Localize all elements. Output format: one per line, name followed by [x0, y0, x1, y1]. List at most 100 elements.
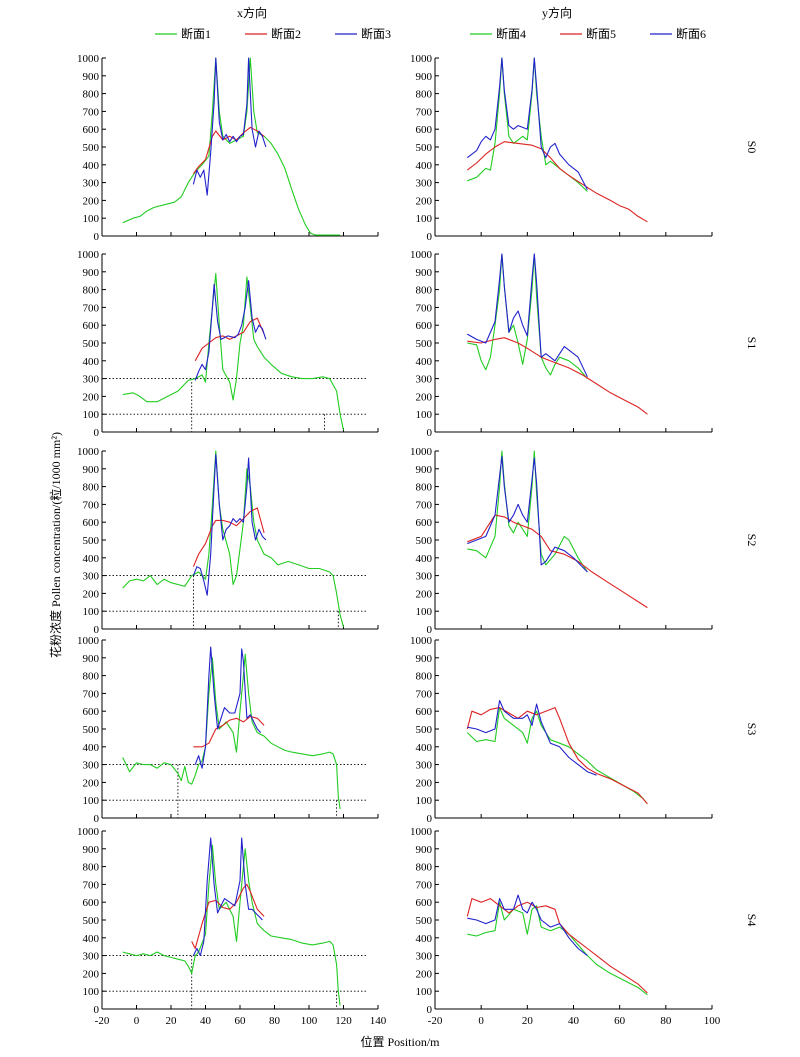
y-tick-label: 1000	[77, 446, 100, 458]
y-tick-label: 800	[416, 671, 433, 683]
y-tick-label: 400	[83, 553, 100, 565]
y-tick-label: 1000	[410, 446, 433, 458]
y-tick-label: 900	[416, 653, 433, 665]
panel-S2-y: 0 100 200 300 400 500 600 700 800 900 1000 S2	[410, 446, 759, 636]
series-line-断面5	[466, 141, 648, 223]
y-tick-label: 500	[416, 724, 433, 736]
legend-x: 断面1 断面2 断面3	[155, 26, 391, 41]
y-tick-label: 400	[416, 933, 433, 945]
y-tick-label: 200	[83, 968, 100, 980]
y-tick-label: 300	[83, 178, 100, 190]
y-tick-label: 100	[416, 606, 433, 618]
y-tick-label: 0	[427, 813, 433, 825]
y-tick-label: 800	[83, 89, 100, 101]
y-tick-label: 1000	[77, 249, 100, 261]
y-tick-label: 400	[83, 356, 100, 368]
y-tick-label: 0	[94, 1004, 100, 1016]
y-tick-label: 600	[83, 706, 100, 718]
series-line-断面4	[467, 253, 588, 379]
y-tick-label: 800	[416, 89, 433, 101]
y-tick-label: 900	[83, 71, 100, 83]
x-tick-label: 100	[301, 1015, 318, 1027]
y-tick-label: 700	[416, 879, 433, 891]
legend-label: 断面2	[271, 26, 301, 41]
series-line-断面3	[194, 646, 262, 769]
y-tick-label: 1000	[410, 635, 433, 647]
panel-S1-x: 0 100 200 300 400 500 600 700 800 900 1000	[77, 249, 379, 439]
y-tick-label: 100	[416, 795, 433, 807]
y-axis-label: 花粉浓度 Pollen concentration/(粒/1000 mm²)	[48, 432, 63, 658]
x-tick-label: 20	[166, 1015, 178, 1027]
y-tick-label: 100	[416, 213, 433, 225]
y-tick-label: 300	[83, 374, 100, 386]
x-tick-label: -20	[428, 1015, 443, 1027]
series-line-断面3	[194, 280, 267, 381]
y-tick-label: 0	[427, 231, 433, 243]
y-tick-label: 700	[416, 499, 433, 511]
series-line-断面3	[192, 57, 267, 196]
series-line-断面6	[466, 57, 588, 190]
y-tick-label: 700	[83, 879, 100, 891]
panels: 0100200300400500600700800900100001002003…	[77, 53, 759, 1027]
y-tick-label: 400	[416, 356, 433, 368]
y-tick-label: 600	[416, 517, 433, 529]
y-tick-label: 600	[416, 320, 433, 332]
y-tick-label: 200	[83, 391, 100, 403]
x-tick-label: -20	[95, 1015, 110, 1027]
series-line-断面6	[467, 699, 597, 776]
panel-S0-x: 0 100 200 300 400 500 600 700 800 900 1000	[77, 53, 379, 243]
y-tick-label: 500	[83, 142, 100, 154]
series-line-断面1	[122, 653, 341, 810]
y-tick-label: 200	[416, 391, 433, 403]
y-tick-label: 100	[83, 795, 100, 807]
y-tick-label: 300	[83, 760, 100, 772]
y-tick-label: 900	[83, 653, 100, 665]
panel-S0-y: 0 100 200 300 400 500 600 700 800 900 1000 S0	[410, 53, 759, 243]
series-line-断面4	[466, 707, 648, 805]
panel-S1-y: 0 100 200 300 400 500 600 700 800 900 1000 S1	[410, 249, 759, 439]
y-tick-label: 800	[83, 482, 100, 494]
y-tick-label: 700	[416, 106, 433, 118]
series-line-断面6	[467, 253, 588, 378]
panel-label: S2	[745, 534, 759, 547]
y-tick-label: 200	[83, 777, 100, 789]
x-tick-label: 120	[335, 1015, 352, 1027]
series-line-断面1	[122, 844, 341, 1006]
series-line-断面4	[467, 57, 588, 192]
y-tick-label: 500	[83, 724, 100, 736]
legend-label: 断面3	[361, 26, 391, 41]
y-tick-label: 500	[416, 338, 433, 350]
y-tick-label: 200	[83, 195, 100, 207]
series-line-断面4	[467, 450, 588, 573]
y-tick-label: 0	[94, 624, 100, 636]
y-tick-label: 900	[416, 464, 433, 476]
y-tick-label: 200	[83, 588, 100, 600]
y-tick-label: 900	[416, 844, 433, 856]
legend-label: 断面1	[181, 26, 211, 41]
y-tick-label: 200	[416, 195, 433, 207]
panel-label: S4	[745, 914, 759, 927]
y-tick-label: 900	[83, 464, 100, 476]
y-tick-label: 700	[83, 106, 100, 118]
y-tick-label: 1000	[410, 826, 433, 838]
panel-label: S1	[745, 337, 759, 350]
y-tick-label: 300	[416, 951, 433, 963]
y-tick-label: 0	[427, 427, 433, 439]
y-tick-label: 0	[94, 813, 100, 825]
legend-y: 断面4 断面5 断面6	[470, 26, 706, 41]
y-tick-label: 500	[416, 142, 433, 154]
series-line-断面6	[467, 894, 588, 957]
series-line-断面1	[122, 57, 341, 236]
series-line-断面6	[467, 455, 588, 573]
x-tick-label: 80	[660, 1015, 672, 1027]
series-line-断面2	[191, 883, 265, 950]
y-tick-label: 0	[427, 624, 433, 636]
y-tick-label: 600	[416, 897, 433, 909]
legend-label: 断面4	[496, 26, 526, 41]
column-title-y: y方向	[542, 5, 572, 20]
legend-label: 断面6	[676, 26, 706, 41]
y-tick-label: 800	[416, 285, 433, 297]
y-tick-label: 300	[416, 374, 433, 386]
y-tick-label: 600	[83, 517, 100, 529]
